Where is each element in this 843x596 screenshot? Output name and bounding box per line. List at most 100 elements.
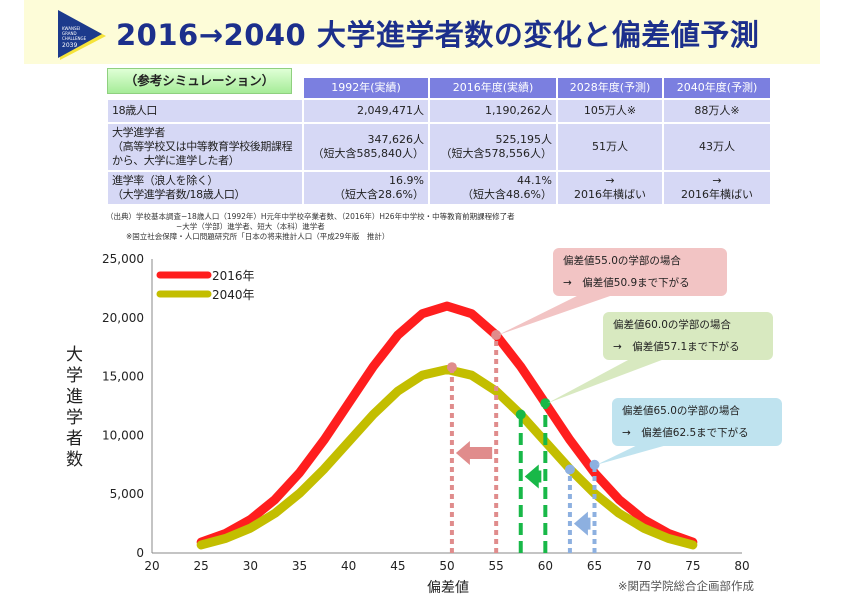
table-cell: → 2016年横ばい (556, 170, 664, 206)
svg-text:CHALLENGE: CHALLENGE (62, 36, 87, 41)
callout-pointer (498, 288, 633, 336)
callout-box: 偏差値60.0の学部の場合 → 偏差値57.1まで下がる (603, 312, 773, 360)
table-cell: 88万人※ (662, 98, 772, 124)
cell-line: （短大含28.6%） (334, 188, 424, 201)
table-cell: 44.1% （短大含48.6%） (428, 170, 558, 206)
note: ※国立社会保障・人口問題研究所「日本の将来推計人口（平成29年版 推計） (126, 232, 390, 241)
data-point-marker (564, 464, 575, 475)
callout-text: 偏差値60.0の学部の場合 (613, 319, 731, 331)
y-tick-label: 15,000 (102, 370, 144, 384)
table-cell: 51万人 (556, 122, 664, 172)
legend-label: 2016年 (212, 269, 255, 283)
left-arrow-icon (455, 441, 493, 466)
note: −大学（学部）進学者、短大（本科）進学者 (176, 222, 325, 231)
data-point-marker (589, 459, 600, 470)
table-row: 大学進学者 （高等学校又は中等教育学校後期課程 から、大学に進学した者） 347,62… (106, 122, 772, 172)
title-banner (24, 0, 820, 64)
table-cell: 2,049,471人 (302, 98, 430, 124)
cell-line: 1,190,262人 (485, 104, 552, 117)
table-cell: 1,190,262人 (428, 98, 558, 124)
column-header: 1992年(実績) (302, 76, 430, 100)
callout-text: 偏差値65.0の学部の場合 (622, 405, 740, 417)
data-point-marker (491, 330, 502, 341)
cell-line: （短大含585,840人） (312, 147, 425, 160)
x-tick-label: 35 (292, 559, 307, 573)
y-tick-label: 10,000 (102, 428, 144, 442)
table-cell: 347,626人 （短大含585,840人） (302, 122, 430, 172)
table-cell: 43万人 (662, 122, 772, 172)
callout-pointer (596, 438, 692, 465)
y-tick-label: 25,000 (102, 252, 144, 266)
row-label: 18歳人口 (106, 98, 304, 124)
cell-line: 347,626人 (367, 133, 425, 146)
cell-line: （短大含578,556人） (440, 147, 553, 160)
x-tick-label: 45 (390, 559, 405, 573)
cell-line: 51万人 (592, 140, 628, 153)
row-label-line: （大学進学者数/18歳人口） (112, 188, 246, 201)
data-point-marker (540, 398, 551, 409)
cell-line: （短大含48.6%） (462, 188, 552, 201)
x-tick-label: 70 (636, 559, 651, 573)
callout-text: → 偏差値50.9まで下がる (563, 277, 690, 289)
cell-line: 525,195人 (495, 133, 553, 146)
row-label: 大学進学者 （高等学校又は中等教育学校後期課程 から、大学に進学した者） (106, 122, 304, 172)
svg-text:GRAND: GRAND (62, 31, 77, 36)
series-line-2016年 (196, 301, 698, 547)
column-header: 2016年度(実績) (428, 76, 558, 100)
callout-box: 偏差値65.0の学部の場合 → 偏差値62.5まで下がる (612, 398, 782, 446)
x-tick-label: 75 (685, 559, 700, 573)
x-tick-label: 30 (243, 559, 258, 573)
cell-line: 43万人 (699, 140, 735, 153)
callout-pointer (547, 352, 683, 404)
cell-line: 88万人※ (694, 104, 740, 117)
callout-text: → 偏差値57.1まで下がる (613, 341, 740, 353)
row-label-line: 進学率（浪人を除く） (112, 174, 218, 187)
cell-line: → (605, 174, 615, 187)
cell-line: 2016年横ばい (681, 188, 753, 201)
table-row: 進学率（浪人を除く） （大学進学者数/18歳人口） 16.9% （短大含28.6%） 4… (106, 170, 772, 206)
x-tick-label: 20 (144, 559, 159, 573)
x-tick-label: 25 (194, 559, 209, 573)
callout-text: → 偏差値62.5まで下がる (622, 427, 749, 439)
cell-line: 105万人※ (583, 104, 637, 117)
source-notes: （出典）学校基本調査−18歳人口（1992年）H元年中学校卒業者数、（2016年… (106, 212, 770, 242)
y-axis-label: 大学進学者数 (62, 345, 83, 471)
data-point-marker (515, 409, 526, 420)
y-tick-label: 20,000 (102, 311, 144, 325)
cell-line: 16.9% (389, 174, 424, 187)
left-arrow-icon (524, 464, 542, 489)
row-label-line: から、大学に進学した者） (112, 154, 240, 167)
x-axis-label: 偏差値 (427, 580, 469, 596)
y-tick-label: 5,000 (110, 487, 144, 501)
y-tick-label: 0 (136, 546, 144, 560)
x-tick-label: 65 (587, 559, 602, 573)
table-cell: 105万人※ (556, 98, 664, 124)
x-tick-label: 40 (341, 559, 356, 573)
series-line-2040年 (196, 365, 698, 550)
data-point-marker (446, 362, 457, 373)
x-tick-label: 60 (538, 559, 553, 573)
cell-line: → (712, 174, 722, 187)
callout-box: 偏差値55.0の学部の場合 → 偏差値50.9まで下がる (553, 248, 727, 296)
credit: ※関西学院総合企画部作成 (618, 579, 755, 593)
x-tick-label: 80 (734, 559, 749, 573)
callout-text: 偏差値55.0の学部の場合 (563, 255, 681, 267)
svg-text:KWANSEI: KWANSEI (62, 26, 80, 31)
cell-line: 2,049,471人 (357, 104, 424, 117)
table-cell: 16.9% （短大含28.6%） (302, 170, 430, 206)
legend-label: 2040年 (212, 288, 255, 302)
table-row: 18歳人口 2,049,471人 1,190,262人 105万人※ 88万人※ (106, 98, 772, 124)
column-header: 2040年度(予測) (662, 76, 772, 100)
x-tick-label: 55 (489, 559, 504, 573)
cell-line: 2016年横ばい (574, 188, 646, 201)
row-label-line: 大学進学者 (112, 126, 165, 139)
table-cell: → 2016年横ばい (662, 170, 772, 206)
table-cell: 525,195人 （短大含578,556人） (428, 122, 558, 172)
row-label: 進学率（浪人を除く） （大学進学者数/18歳人口） (106, 170, 304, 206)
row-label-line: 18歳人口 (112, 104, 157, 117)
row-label-line: （高等学校又は中等教育学校後期課程 (112, 140, 293, 153)
cell-line: 44.1% (517, 174, 552, 187)
note: （出典）学校基本調査−18歳人口（1992年）H元年中学校卒業者数、（2016年… (106, 212, 515, 221)
